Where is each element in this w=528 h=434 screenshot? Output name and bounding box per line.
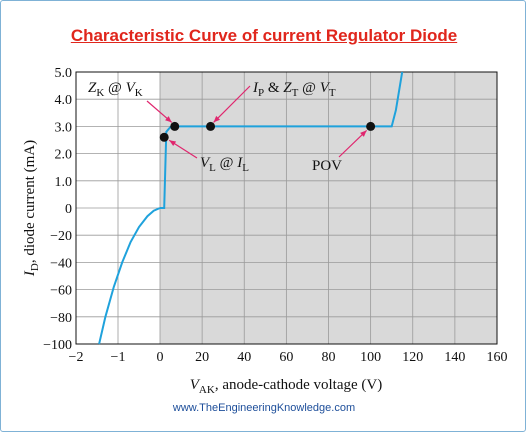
website-footer: www.TheEngineeringKnowledge.com <box>172 402 356 414</box>
point-marker <box>206 121 216 131</box>
y-tick-label: 1.0 <box>55 175 73 190</box>
x-tick-label: 40 <box>237 350 251 365</box>
y-tick-label: 2.0 <box>55 148 73 163</box>
y-tick-label: 3.0 <box>55 120 73 135</box>
curve-positive-region <box>160 71 404 209</box>
y-tick-label: −20 <box>50 229 72 244</box>
annotation-pov: POV <box>312 158 342 174</box>
arrow-ip-zt-vt-head <box>213 115 221 123</box>
annotation-zk-vk: ZK @ VK <box>88 80 143 99</box>
x-tick-label: 0 <box>157 350 164 365</box>
annotation-ip-zt-vt: IP & ZT @ VT <box>252 80 336 99</box>
x-tick-label: 160 <box>487 350 508 365</box>
y-tick-label: −40 <box>50 256 72 271</box>
y-tick-label: 0 <box>65 202 72 217</box>
axis-labels: VAK, anode-cathode voltage (V) ID, diode … <box>22 140 382 396</box>
x-tick-label: 140 <box>444 350 465 365</box>
arrow-ip-zt-vt <box>213 85 251 123</box>
y-axis-label: ID, diode current (mA) <box>22 140 41 277</box>
point-marker <box>366 121 376 131</box>
tick-labels: 5.0 4.0 3.0 2.0 1.0 0 −20 −40 −60 −80 −100−2 −1 0 20 4… <box>43 66 507 365</box>
point-marker <box>159 132 169 142</box>
y-tick-label: −100 <box>43 338 72 353</box>
arrow-zk-vk-head <box>165 116 172 123</box>
arrow-vl-il-head <box>169 140 177 147</box>
arrow-pov-head <box>360 130 367 137</box>
x-tick-label: 20 <box>195 350 209 365</box>
annotation-vl-il: VL @ IL <box>200 155 249 174</box>
y-tick-label: −80 <box>50 311 72 326</box>
x-tick-label: 60 <box>279 350 293 365</box>
x-tick-label: −2 <box>69 350 84 365</box>
annotations: ZK @ VK IP & ZT @ VT VL @ IL POV <box>88 80 368 174</box>
chart-title: Characteristic Curve of current Regulato… <box>70 26 458 45</box>
marked-points <box>159 121 376 142</box>
y-tick-label: −60 <box>50 284 72 299</box>
x-tick-label: 80 <box>322 350 336 365</box>
y-tick-label: 4.0 <box>55 93 73 108</box>
curve-negative-region <box>98 207 161 345</box>
x-tick-label: −1 <box>111 350 126 365</box>
x-axis-label: VAK, anode-cathode voltage (V) <box>190 377 383 396</box>
y-tick-label: 5.0 <box>55 66 73 81</box>
x-tick-label: 100 <box>360 350 381 365</box>
x-tick-label: 120 <box>402 350 423 365</box>
plot-area-border <box>75 71 498 345</box>
point-marker <box>170 121 180 131</box>
